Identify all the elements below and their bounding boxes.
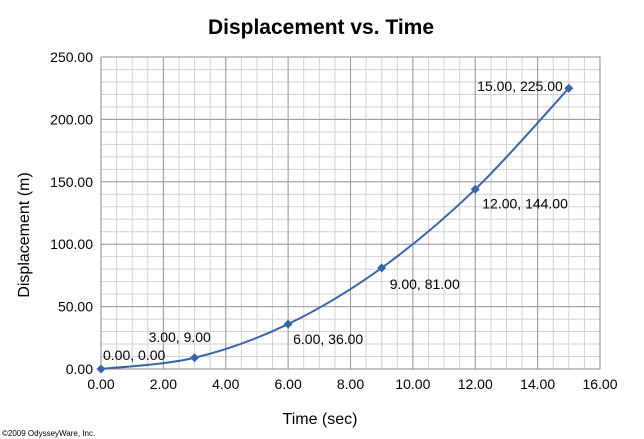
y-tick-label: 100.00 — [50, 236, 93, 252]
y-tick-label: 0.00 — [66, 361, 93, 377]
data-point — [564, 83, 574, 93]
y-tick-label: 250.00 — [50, 49, 93, 65]
x-tick-label: 12.00 — [458, 376, 493, 392]
data-point — [283, 319, 293, 329]
y-tick-label: 200.00 — [50, 111, 93, 127]
data-labels: 0.00, 0.00 3.00, 9.00 6.00, 36.00 9.00, 81.… — [103, 78, 568, 363]
data-label: 6.00, 36.00 — [293, 331, 363, 347]
y-tick-label: 50.00 — [58, 299, 93, 315]
grid-major — [100, 56, 601, 370]
x-tick-label: 8.00 — [337, 376, 364, 392]
data-points — [96, 83, 574, 374]
copyright-text: ©2009 OdysseyWare, Inc. — [2, 429, 95, 438]
x-tick-label: 10.00 — [395, 376, 430, 392]
x-tick-labels: 0.00 2.00 4.00 6.00 8.00 10.00 12.00 14.00 16.00 — [87, 376, 617, 392]
x-tick-label: 6.00 — [275, 376, 302, 392]
chart-title: Displacement vs. Time — [208, 16, 434, 39]
x-tick-label: 0.00 — [87, 376, 114, 392]
data-label: 15.00, 225.00 — [477, 78, 563, 94]
x-tick-label: 14.00 — [520, 376, 555, 392]
y-axis-label: Displacement (m) — [16, 172, 33, 297]
plot-frame — [100, 56, 601, 370]
data-label: 9.00, 81.00 — [390, 276, 460, 292]
x-tick-label: 2.00 — [150, 376, 177, 392]
data-point — [377, 263, 387, 273]
x-tick-label: 4.00 — [212, 376, 239, 392]
data-label: 12.00, 144.00 — [482, 195, 568, 211]
data-point — [190, 353, 200, 363]
y-tick-label: 150.00 — [50, 174, 93, 190]
data-label: 0.00, 0.00 — [103, 347, 165, 363]
x-tick-label: 16.00 — [582, 376, 617, 392]
data-point — [96, 364, 106, 374]
data-point — [470, 184, 480, 194]
x-axis-label: Time (sec) — [283, 411, 358, 428]
y-tick-labels: 0.00 50.00 100.00 150.00 200.00 250.00 — [50, 49, 93, 377]
data-label: 3.00, 9.00 — [149, 329, 211, 345]
